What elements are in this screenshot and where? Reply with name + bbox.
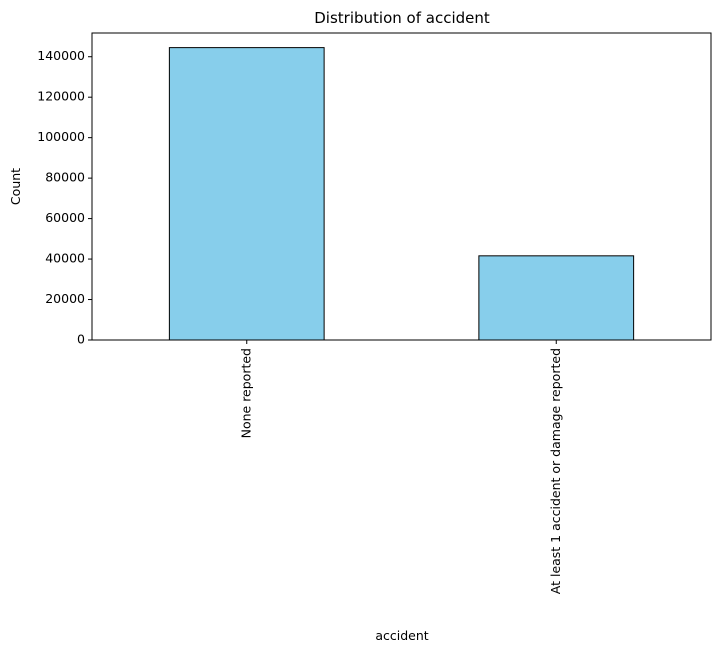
x-axis-title: accident bbox=[375, 628, 428, 643]
chart-title: Distribution of accident bbox=[314, 9, 490, 27]
x-tick-label-1: None reported bbox=[238, 348, 253, 438]
x-axis: None reported At least 1 accident or dama… bbox=[238, 340, 563, 594]
y-tick-label-0: 0 bbox=[77, 332, 85, 347]
y-tick-label-3: 60000 bbox=[45, 210, 85, 225]
y-tick-label-6: 120000 bbox=[37, 89, 85, 104]
bars bbox=[168, 47, 635, 341]
y-tick-label-4: 80000 bbox=[45, 170, 85, 185]
plot-frame bbox=[91, 32, 712, 341]
y-axis: 0 20000 40000 60000 80000 100000 120000 140000 bbox=[37, 48, 92, 347]
y-tick-label-1: 20000 bbox=[45, 291, 85, 306]
bar-1 bbox=[168, 47, 325, 341]
bar-2 bbox=[478, 255, 635, 341]
y-tick-label-2: 40000 bbox=[45, 251, 85, 266]
y-tick-label-5: 100000 bbox=[37, 129, 85, 144]
y-axis-title: Count bbox=[8, 168, 23, 205]
y-tick-label-7: 140000 bbox=[37, 48, 85, 63]
x-tick-label-2: At least 1 accident or damage reported bbox=[548, 348, 563, 594]
